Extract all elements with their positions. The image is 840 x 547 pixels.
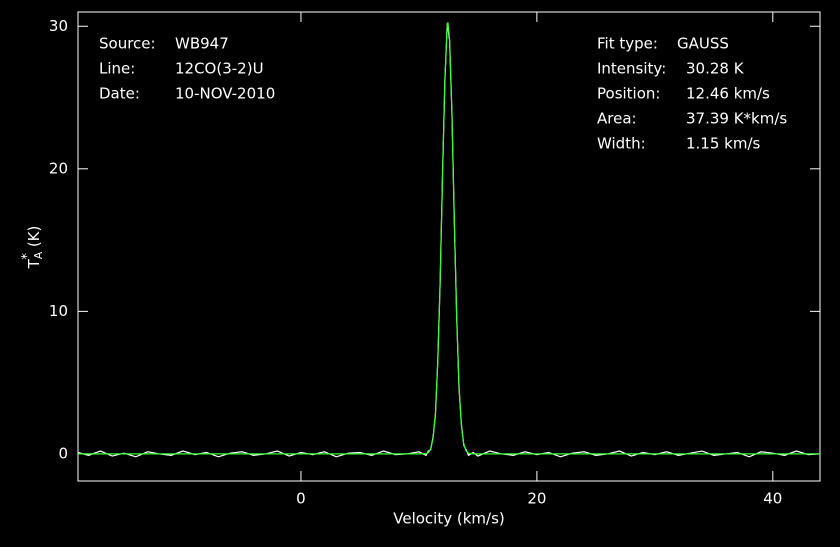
y-label-sup: * (20, 253, 35, 260)
info-label: Source: (99, 35, 156, 53)
y-label-sub: A (32, 251, 45, 259)
fit-value: 12.46 km/s (686, 85, 770, 103)
y-tick-label: 20 (49, 159, 68, 177)
y-axis-label-text: TA* (K) (20, 226, 46, 270)
fit-value: 1.15 km/s (686, 135, 761, 153)
x-tick-label: 40 (763, 490, 782, 508)
y-tick-label: 0 (58, 444, 68, 462)
y-label-unit: (K) (25, 226, 43, 248)
x-tick-label: 0 (296, 490, 306, 508)
x-tick-label: 20 (527, 490, 546, 508)
fit-label: Width: (597, 135, 646, 153)
info-value: 10-NOV-2010 (175, 85, 275, 103)
y-tick-label: 30 (49, 17, 68, 35)
info-label: Line: (99, 60, 135, 78)
plot-frame (77, 11, 821, 482)
fit-value: GAUSS (677, 35, 729, 53)
y-label-base: T (25, 258, 43, 269)
fit-label: Intensity: (597, 60, 666, 78)
fit-label: Fit type: (597, 35, 658, 53)
info-value: WB947 (175, 35, 229, 53)
fit-label: Position: (597, 85, 660, 103)
info-label: Date: (99, 85, 140, 103)
spectrum-line (78, 22, 820, 455)
x-axis-label: Velocity (km/s) (393, 510, 504, 528)
y-axis-label: TA* (K) (20, 226, 46, 270)
fit-value: 37.39 K*km/s (686, 110, 787, 128)
fit-value: 30.28 K (686, 60, 745, 78)
fit-label: Area: (597, 110, 637, 128)
y-tick-label: 10 (49, 302, 68, 320)
info-value: 12CO(3-2)U (175, 60, 264, 78)
